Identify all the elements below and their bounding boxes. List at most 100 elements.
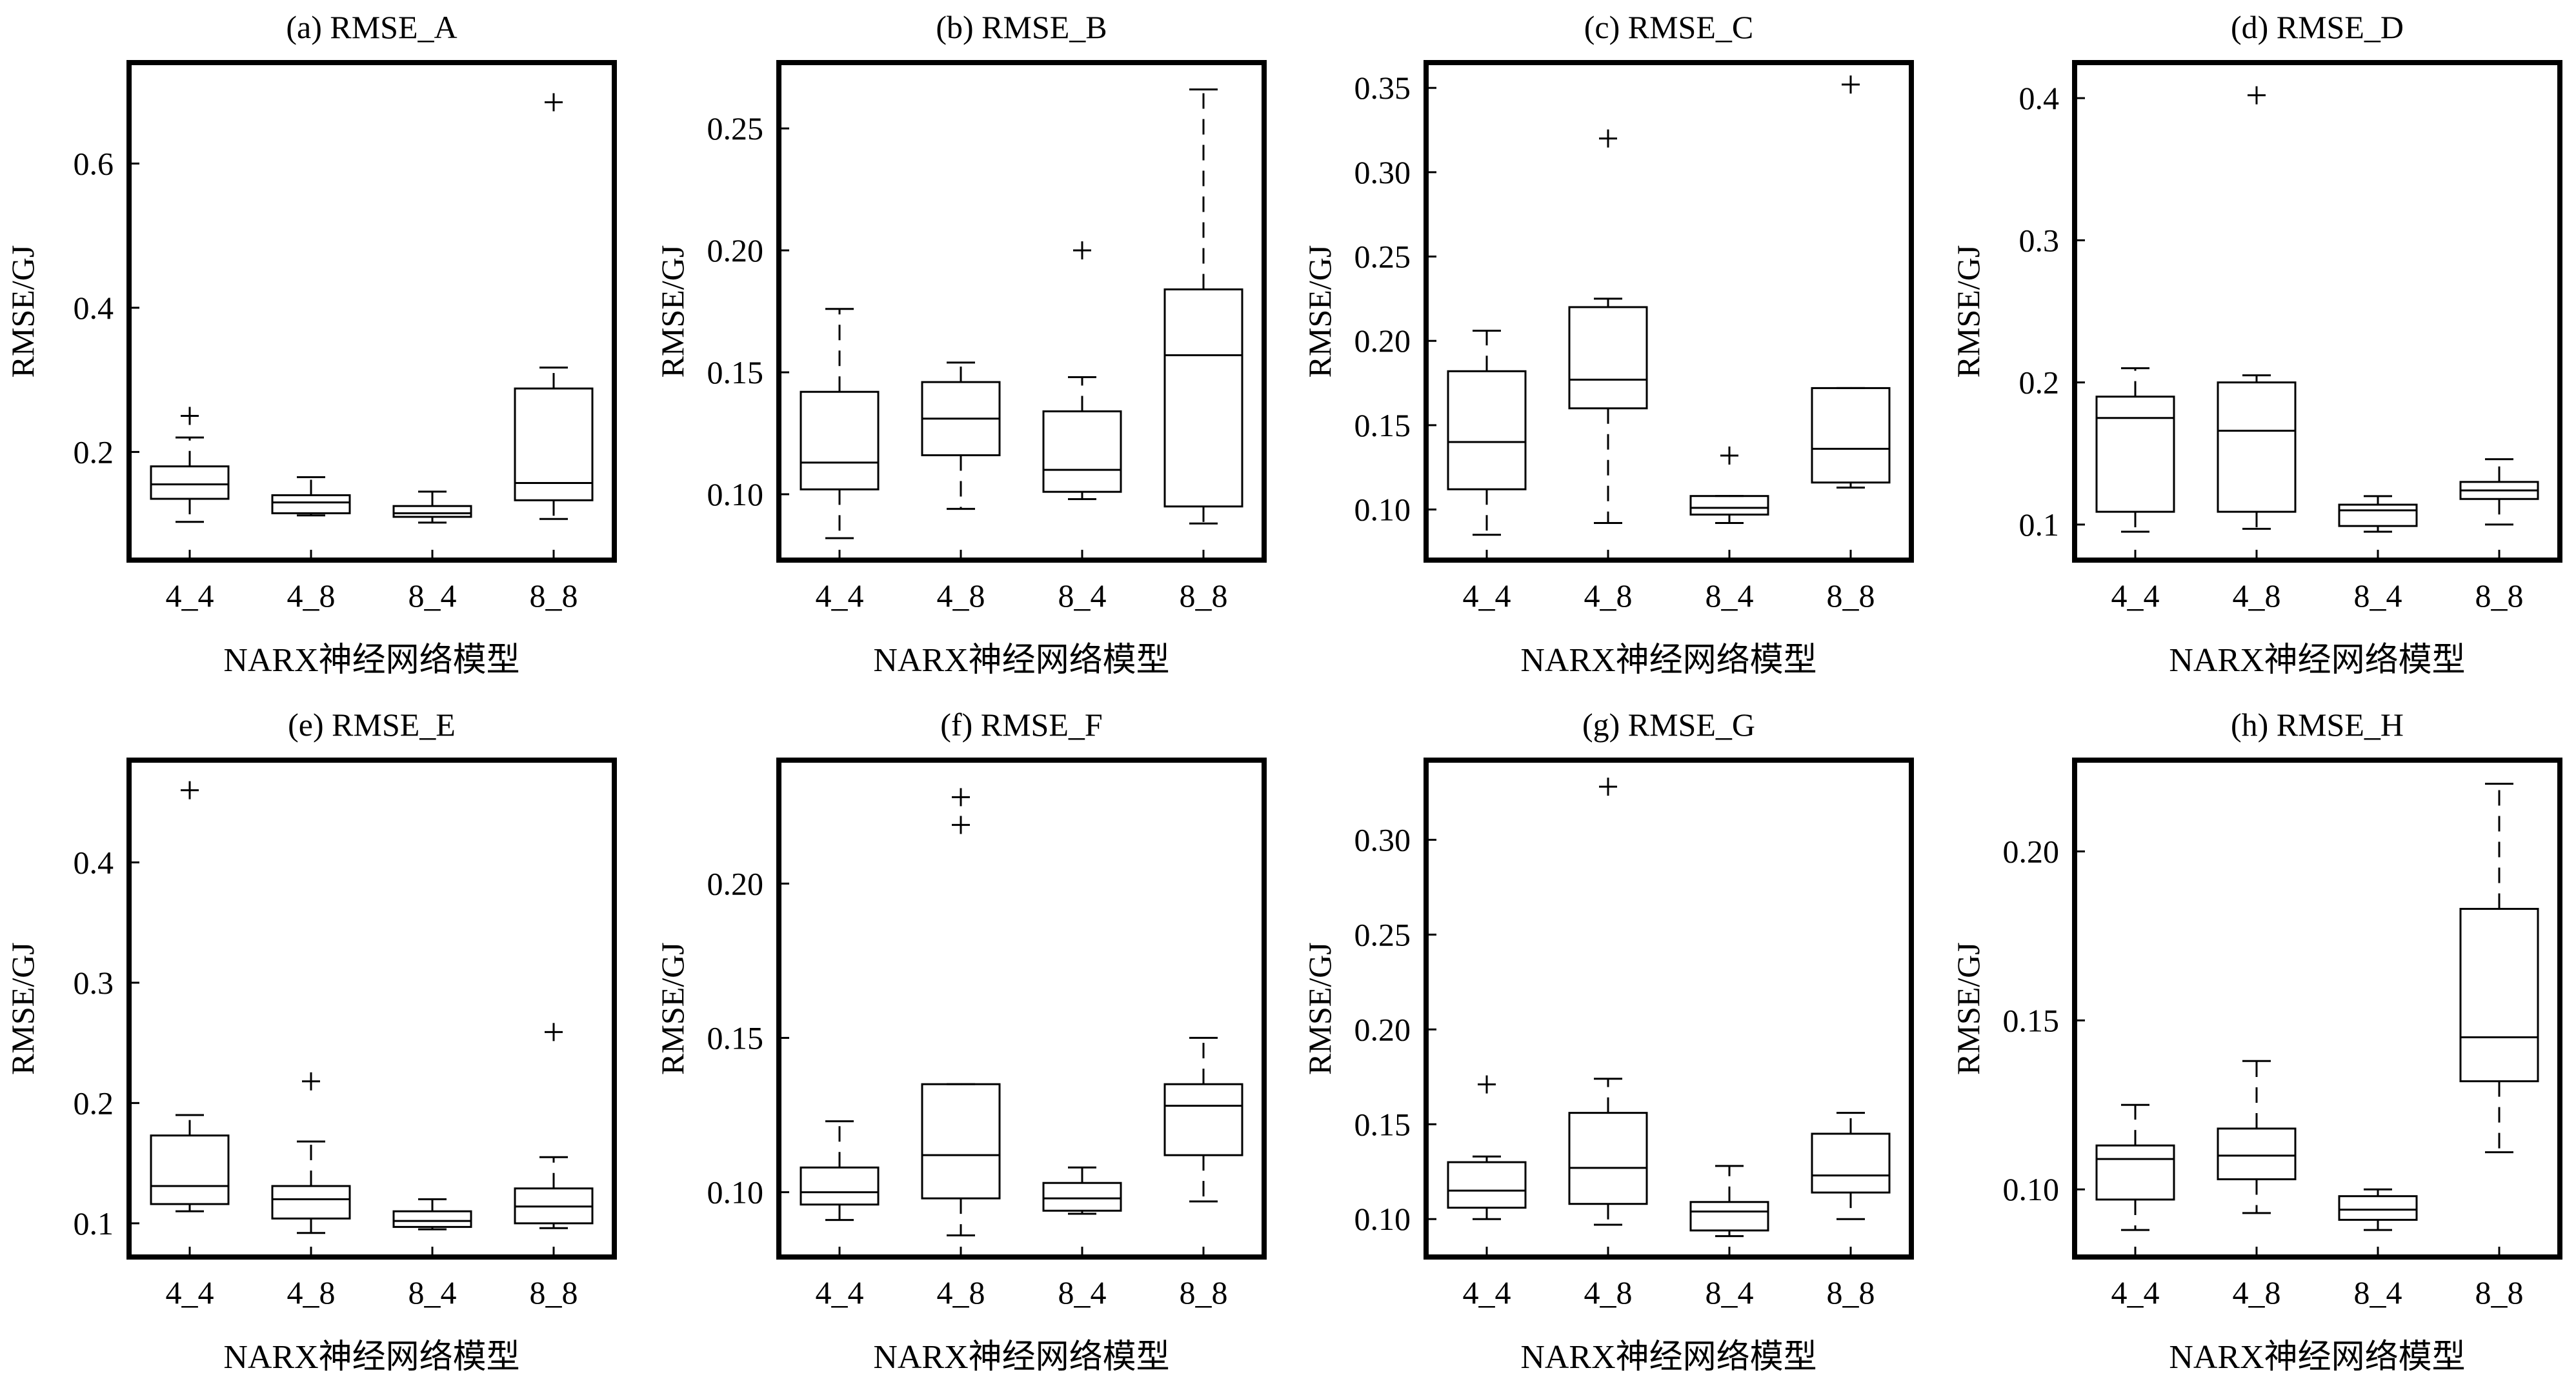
plot-frame [776,758,1267,1260]
iqr-box [2095,396,2175,513]
y-tick-label: 0.20 [707,865,764,901]
x-axis-label: NARX神经网络模型 [2169,642,2465,679]
y-tick-label: 0.15 [2003,1002,2060,1038]
y-tick-label: 0.30 [1354,821,1411,858]
x-axis-label: NARX神经网络模型 [1520,1339,1816,1376]
x-axis-label: NARX神经网络模型 [873,1339,1169,1376]
x-tick-label: 8_8 [1827,578,1875,614]
box-8_4 [1042,241,1122,501]
box-8_8 [514,93,594,520]
outlier-marker [1720,446,1738,465]
x-tick-label: 8_4 [2354,578,2402,614]
iqr-box [2217,1127,2297,1181]
outlier-marker [545,93,563,112]
x-tick-label: 4_4 [816,578,864,614]
box-4_4 [1447,1075,1527,1220]
iqr-box [1568,306,1648,410]
box-4_8 [1568,778,1648,1226]
y-axis-label: RMSE/GJ [654,942,690,1075]
box-4_4 [2095,1103,2175,1231]
x-tick-label: 4_4 [1463,578,1511,614]
y-tick-label: 0.1 [2019,507,2060,543]
y-tick-label: 0.15 [1354,407,1411,443]
iqr-box [800,1166,880,1206]
x-tick-label: 4_8 [2233,578,2281,614]
x-tick-label: 8_4 [1706,578,1754,614]
plot-frame [1424,758,1914,1260]
y-tick-label: 0.2 [74,1085,114,1121]
y-tick-label: 0.10 [707,1174,764,1211]
y-tick-label: 0.20 [1354,323,1411,359]
chart-panel-2: (b) RMSE_B RMSE/GJ NARX神经网络模型 0.10 0.15 0.20 0… [654,9,1267,679]
chart-title: (c) RMSE_C [1584,9,1754,45]
iqr-box [2338,1195,2418,1221]
y-tick-label: 0.3 [74,965,114,1001]
y-tick-label: 0.25 [1354,239,1411,275]
y-tick-label: 0.15 [707,1020,764,1056]
outlier-marker [1599,129,1617,148]
y-tick-label: 0.35 [1354,70,1411,106]
chart-panel-7: (g) RMSE_G RMSE/GJ NARX神经网络模型 0.10 0.15 0.20 0… [1302,707,1914,1376]
iqr-box [800,390,880,490]
iqr-box [1163,288,1243,508]
box-8_4 [2338,1188,2418,1231]
chart-title: (e) RMSE_E [288,707,456,743]
iqr-box [1689,1201,1769,1232]
y-tick-label: 0.25 [707,110,764,146]
iqr-box [392,1210,472,1228]
iqr-box [1811,1132,1891,1194]
iqr-box [921,1083,1001,1200]
box-8_4 [392,490,472,524]
box-4_4 [800,308,880,539]
x-axis-label: NARX神经网络模型 [2169,1339,2465,1376]
iqr-box [2217,381,2297,513]
iqr-box [150,465,230,500]
x-tick-label: 8_4 [408,1274,457,1311]
box-8_4 [1689,446,1769,525]
x-tick-label: 8_4 [1706,1274,1754,1311]
x-tick-label: 8_8 [1180,1274,1228,1311]
x-tick-label: 8_8 [1180,578,1228,614]
box-4_8 [271,476,351,517]
y-axis-label: RMSE/GJ [1302,942,1338,1075]
iqr-box [1042,1182,1122,1212]
x-tick-label: 4_4 [816,1274,864,1311]
iqr-box [271,494,351,514]
y-axis-label: RMSE/GJ [1950,942,1986,1075]
outlier-marker [952,816,970,834]
y-tick-label: 0.4 [2019,80,2060,116]
y-tick-label: 0.20 [707,232,764,268]
x-axis-label: NARX神经网络模型 [223,1339,519,1376]
y-axis-label: RMSE/GJ [654,245,690,378]
plot-frame [2072,60,2562,563]
x-tick-label: 4_8 [287,578,336,614]
iqr-box [150,1134,230,1205]
y-tick-label: 0.4 [74,844,114,880]
outlier-marker [1599,778,1617,796]
x-tick-label: 8_4 [1058,578,1107,614]
y-tick-label: 0.3 [2019,222,2060,258]
iqr-box [1163,1083,1243,1156]
chart-title: (f) RMSE_F [940,707,1102,743]
plot-frame [776,60,1267,563]
x-axis-label: NARX神经网络模型 [873,642,1169,679]
x-axis-label: NARX神经网络模型 [223,642,519,679]
x-tick-label: 4_8 [2233,1274,2281,1311]
box-8_4 [1042,1166,1122,1215]
x-tick-label: 8_4 [2354,1274,2402,1311]
x-tick-label: 8_8 [2475,578,2524,614]
box-8_4 [2338,495,2418,533]
chart-panel-6: (f) RMSE_F RMSE/GJ NARX神经网络模型 0.10 0.15 0.20 4… [654,707,1267,1376]
chart-title: (d) RMSE_D [2231,9,2404,45]
y-tick-label: 0.2 [2019,365,2060,401]
x-tick-label: 4_8 [1584,1274,1633,1311]
iqr-box [1447,370,1527,490]
outlier-marker [545,1023,563,1041]
chart-title: (b) RMSE_B [936,9,1107,45]
box-8_8 [514,1023,594,1229]
x-tick-label: 4_4 [2111,1274,2160,1311]
x-tick-label: 8_8 [2475,1274,2524,1311]
chart-title: (h) RMSE_H [2231,707,2404,743]
iqr-box [271,1185,351,1220]
